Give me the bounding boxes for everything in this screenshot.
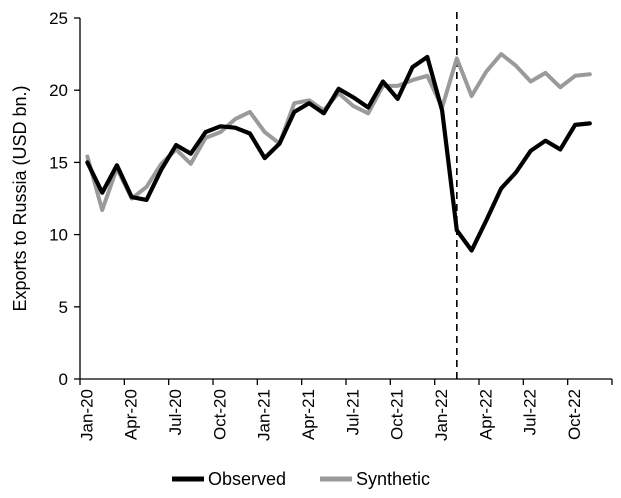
plot-area bbox=[85, 12, 592, 379]
legend: Observed Synthetic bbox=[172, 469, 430, 489]
axes: 0 5 10 15 20 25 Jan-20 Apr-20 Jul-20 Oct-20 Jan-21… bbox=[49, 9, 613, 441]
legend-label-synthetic: Synthetic bbox=[356, 469, 430, 489]
x-tick-label: Jul-20 bbox=[166, 389, 185, 435]
x-tick-label: Jan-20 bbox=[77, 389, 96, 441]
y-tick-label: 15 bbox=[49, 153, 68, 172]
y-tick-label: 5 bbox=[59, 298, 68, 317]
y-tick-label: 25 bbox=[49, 9, 68, 28]
x-tick-label: Oct-22 bbox=[565, 389, 584, 440]
y-tick-label: 10 bbox=[49, 226, 68, 245]
x-tick-label: Jan-22 bbox=[432, 389, 451, 441]
x-tick-label: Jul-22 bbox=[521, 389, 540, 435]
x-tick-label: Apr-22 bbox=[476, 389, 495, 440]
x-tick-label: Oct-21 bbox=[388, 389, 407, 440]
series-line-synthetic bbox=[85, 52, 592, 213]
x-tick-label: Oct-20 bbox=[210, 389, 229, 440]
y-tick-label: 20 bbox=[49, 81, 68, 100]
x-tick-label: Apr-21 bbox=[299, 389, 318, 440]
y-axis-title: Exports to Russia (USD bn.) bbox=[10, 85, 30, 311]
y-tick-label: 0 bbox=[59, 370, 68, 389]
x-tick-label: Apr-20 bbox=[122, 389, 141, 440]
x-tick-label: Jan-21 bbox=[255, 389, 274, 441]
x-tick-label: Jul-21 bbox=[343, 389, 362, 435]
series-line-observed bbox=[85, 54, 592, 253]
legend-label-observed: Observed bbox=[208, 469, 286, 489]
